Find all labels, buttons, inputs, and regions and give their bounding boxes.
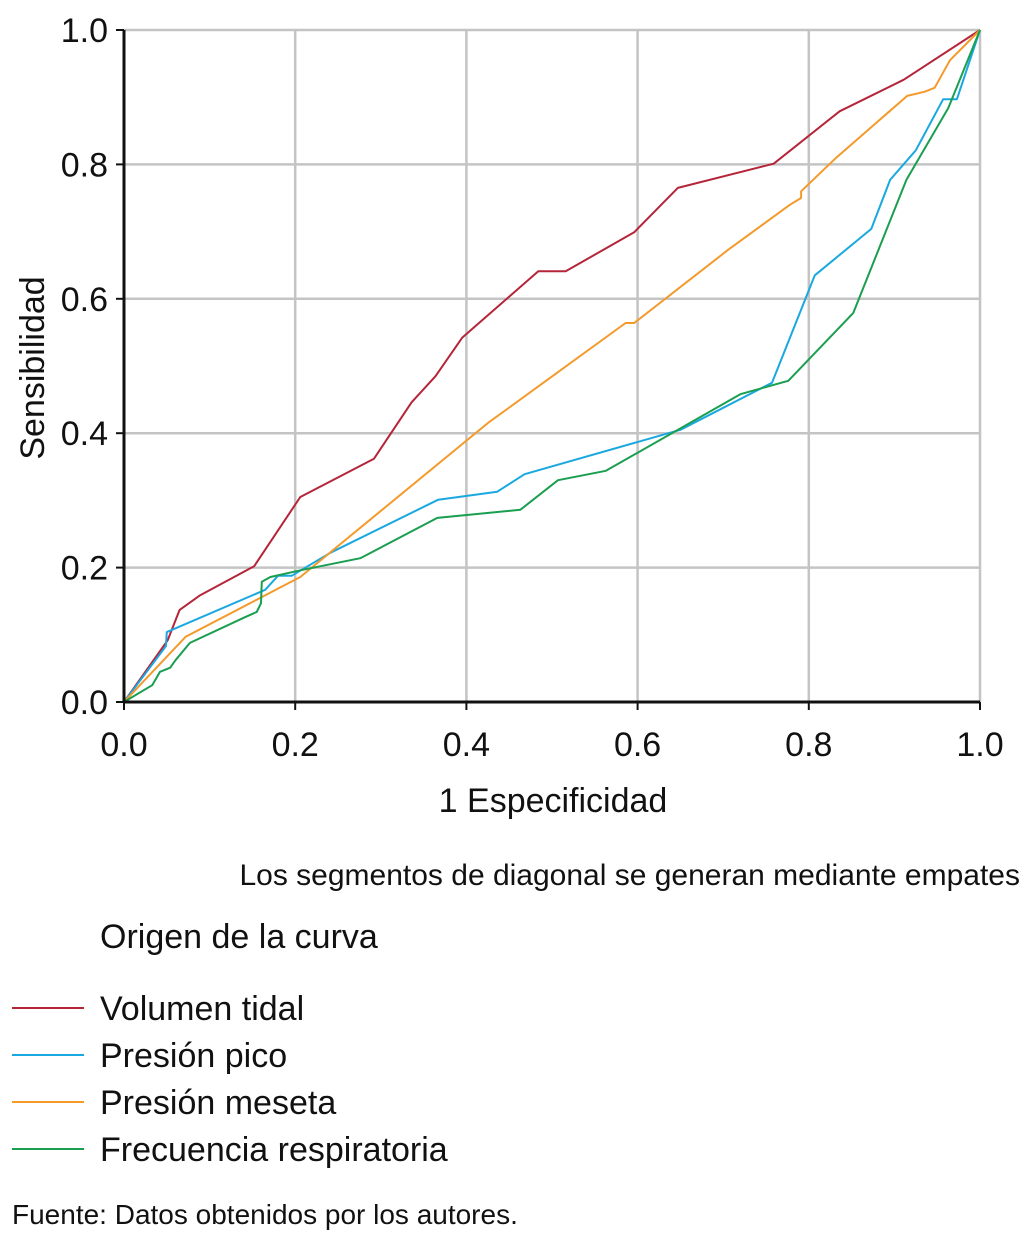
chart-note: Los segmentos de diagonal se generan med…: [239, 859, 1020, 892]
y-tick-label: 0.6: [61, 281, 108, 319]
axes: 0.0 0.2 0.4 0.6 0.8 1.0 0.0 0.2 0.4 0.6 0.8 1.0: [61, 12, 1004, 764]
x-axis-label: 1 Especificidad: [439, 782, 668, 820]
legend-label: Presión meseta: [100, 1084, 336, 1122]
y-axis-label: Sensibilidad: [14, 276, 52, 459]
y-tick-label: 0.0: [61, 684, 108, 722]
x-tick-label: 1.0: [956, 726, 1003, 764]
x-tick-label: 0.0: [100, 726, 147, 764]
grid: [124, 28, 982, 702]
x-tick-label: 0.8: [785, 726, 832, 764]
series-line-frecuencia-respiratoria: [123, 29, 981, 703]
series-line-presión-meseta: [123, 29, 981, 703]
legend-label: Presión pico: [100, 1037, 287, 1075]
series-line-volumen-tidal: [123, 29, 981, 703]
y-tick-label: 1.0: [61, 12, 108, 50]
y-tick-label: 0.8: [61, 146, 108, 184]
series-lines: [123, 29, 981, 703]
y-tick-label: 0.2: [61, 550, 108, 588]
x-tick-label: 0.6: [614, 726, 661, 764]
y-tick-label: 0.4: [61, 415, 108, 453]
x-tick-label: 0.2: [272, 726, 319, 764]
series-line-presión-pico: [123, 29, 981, 703]
legend: Volumen tidal Presión pico Presión meseta F…: [12, 990, 448, 1169]
x-tick-label: 0.4: [443, 726, 490, 764]
legend-label: Volumen tidal: [100, 990, 304, 1028]
legend-title: Origen de la curva: [100, 918, 378, 956]
legend-label: Frecuencia respiratoria: [100, 1131, 448, 1169]
source-note: Fuente: Datos obtenidos por los autores.: [12, 1199, 518, 1230]
